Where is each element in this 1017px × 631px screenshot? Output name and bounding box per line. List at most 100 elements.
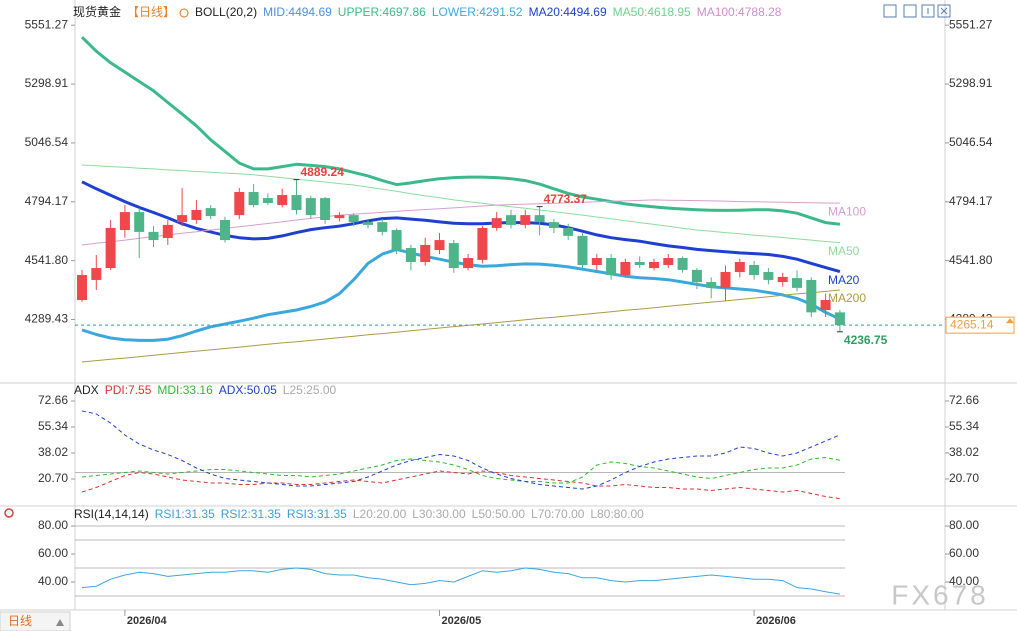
candle-body	[591, 258, 602, 266]
x-tick-label: 2026/06	[756, 615, 796, 627]
candle-body	[305, 198, 316, 216]
candle-body	[434, 240, 445, 251]
legend-item: L20:20.00	[353, 507, 407, 521]
toolbar-icons	[883, 4, 951, 18]
series-line	[81, 410, 841, 490]
candle-body	[677, 258, 688, 270]
period-button[interactable]	[0, 611, 71, 631]
candle-body	[606, 258, 617, 276]
series-end-label: MA100	[828, 204, 866, 218]
candle-body	[391, 230, 402, 251]
legend-item: MA20:4494.69	[529, 5, 607, 19]
legend-item: PDI:7.55	[105, 383, 152, 397]
period-button-label[interactable]: 日线	[8, 614, 32, 628]
y-tick-label: 38.02	[38, 445, 68, 459]
y-tick-label: 5298.91	[25, 76, 69, 90]
icon-zoom-in[interactable]	[903, 4, 917, 18]
candle-body	[534, 215, 545, 223]
series-line	[81, 164, 840, 244]
y-tick-label: 55.34	[38, 419, 68, 433]
legend-item: ADX	[74, 383, 99, 397]
annotation-label: 4889.24	[301, 165, 345, 179]
candle-body	[491, 218, 502, 228]
y-tick-label: 80.00	[38, 518, 68, 532]
last-price-label: 4265.14	[950, 317, 994, 331]
series-line	[81, 199, 840, 246]
candle-body	[420, 244, 431, 262]
y-tick-label: 4289.43	[25, 312, 69, 326]
y-tick-label: 5551.27	[25, 17, 69, 31]
candle-body	[234, 192, 245, 216]
icon-fullscreen[interactable]	[883, 4, 897, 18]
period-button-arrow	[56, 619, 64, 626]
candle-body	[506, 215, 516, 225]
y-tick-label: 40.00	[38, 574, 68, 588]
icon-glyph	[940, 7, 948, 15]
candle-body	[577, 235, 588, 266]
candle-body	[691, 269, 702, 283]
candle-body	[191, 209, 202, 221]
candle-body	[248, 192, 259, 206]
legend-item: L25:25.00	[283, 383, 337, 397]
watermark: FX678	[891, 579, 989, 610]
candle-body	[77, 275, 87, 301]
candle-body	[463, 258, 474, 269]
candle-body	[548, 222, 559, 228]
icon-zoom-out[interactable]	[921, 4, 935, 18]
candle-body	[105, 227, 116, 269]
y-tick-label: 60.00	[38, 546, 68, 560]
candle-body	[405, 247, 416, 262]
candle-body	[620, 261, 631, 276]
y-tick-label: 4794.17	[25, 194, 69, 208]
candle-body	[348, 215, 359, 223]
candle-body	[634, 261, 645, 266]
legend-item: L30:30.00	[412, 507, 466, 521]
series-end-label: MA20	[828, 273, 860, 287]
y-tick-label: 20.70	[38, 471, 68, 485]
candle-body	[377, 222, 388, 232]
y-tick-label: 4541.80	[25, 253, 69, 267]
candle-body	[792, 278, 802, 288]
legend-item: 【日线】	[127, 5, 175, 19]
settings-icon[interactable]	[4, 508, 14, 518]
legend-item: L80:80.00	[590, 507, 644, 521]
series-line	[81, 289, 840, 363]
candle-body	[720, 272, 731, 288]
candle-body	[563, 227, 574, 236]
candle-body	[320, 198, 331, 221]
legend-item: RSI2:31.35	[221, 507, 281, 521]
legend-item: LOWER:4291.52	[432, 5, 523, 19]
y-tick-label-right: 4541.80	[949, 253, 993, 267]
legend-item: L70:70.00	[531, 507, 585, 521]
legend-item: ADX:50.05	[219, 383, 277, 397]
candle-body	[763, 272, 774, 280]
y-tick-label-right: 80.00	[949, 518, 979, 532]
candle-body	[334, 215, 345, 219]
legend-item: 现货黄金	[73, 4, 121, 19]
y-tick-label-right: 5298.91	[949, 76, 993, 90]
y-tick-label: 5046.54	[25, 135, 69, 149]
series-end-label: MA200	[828, 291, 866, 305]
series-line	[81, 180, 841, 274]
candle-body	[834, 312, 845, 326]
x-tick-label: 2026/04	[127, 615, 168, 627]
candle-body	[220, 220, 230, 241]
legend-item: UPPER:4697.86	[338, 5, 426, 19]
y-tick-label-right: 4794.17	[949, 194, 993, 208]
y-tick-label-right: 20.70	[949, 471, 979, 485]
annotation-label: 4236.75	[844, 333, 888, 347]
y-tick-label-right: 40.00	[949, 574, 979, 588]
icon-close[interactable]	[937, 4, 951, 18]
legend-item: L50:50.00	[472, 507, 526, 521]
candle-body	[477, 227, 488, 260]
candle-body	[806, 279, 817, 313]
candle-body	[749, 265, 760, 276]
candle-body	[262, 198, 273, 203]
candle-body	[148, 231, 159, 241]
series-line	[81, 567, 840, 595]
series-end-label: MA50	[828, 244, 860, 258]
annotation-label: 4773.37	[544, 192, 588, 206]
legend-item: BOLL(20,2)	[195, 5, 257, 19]
